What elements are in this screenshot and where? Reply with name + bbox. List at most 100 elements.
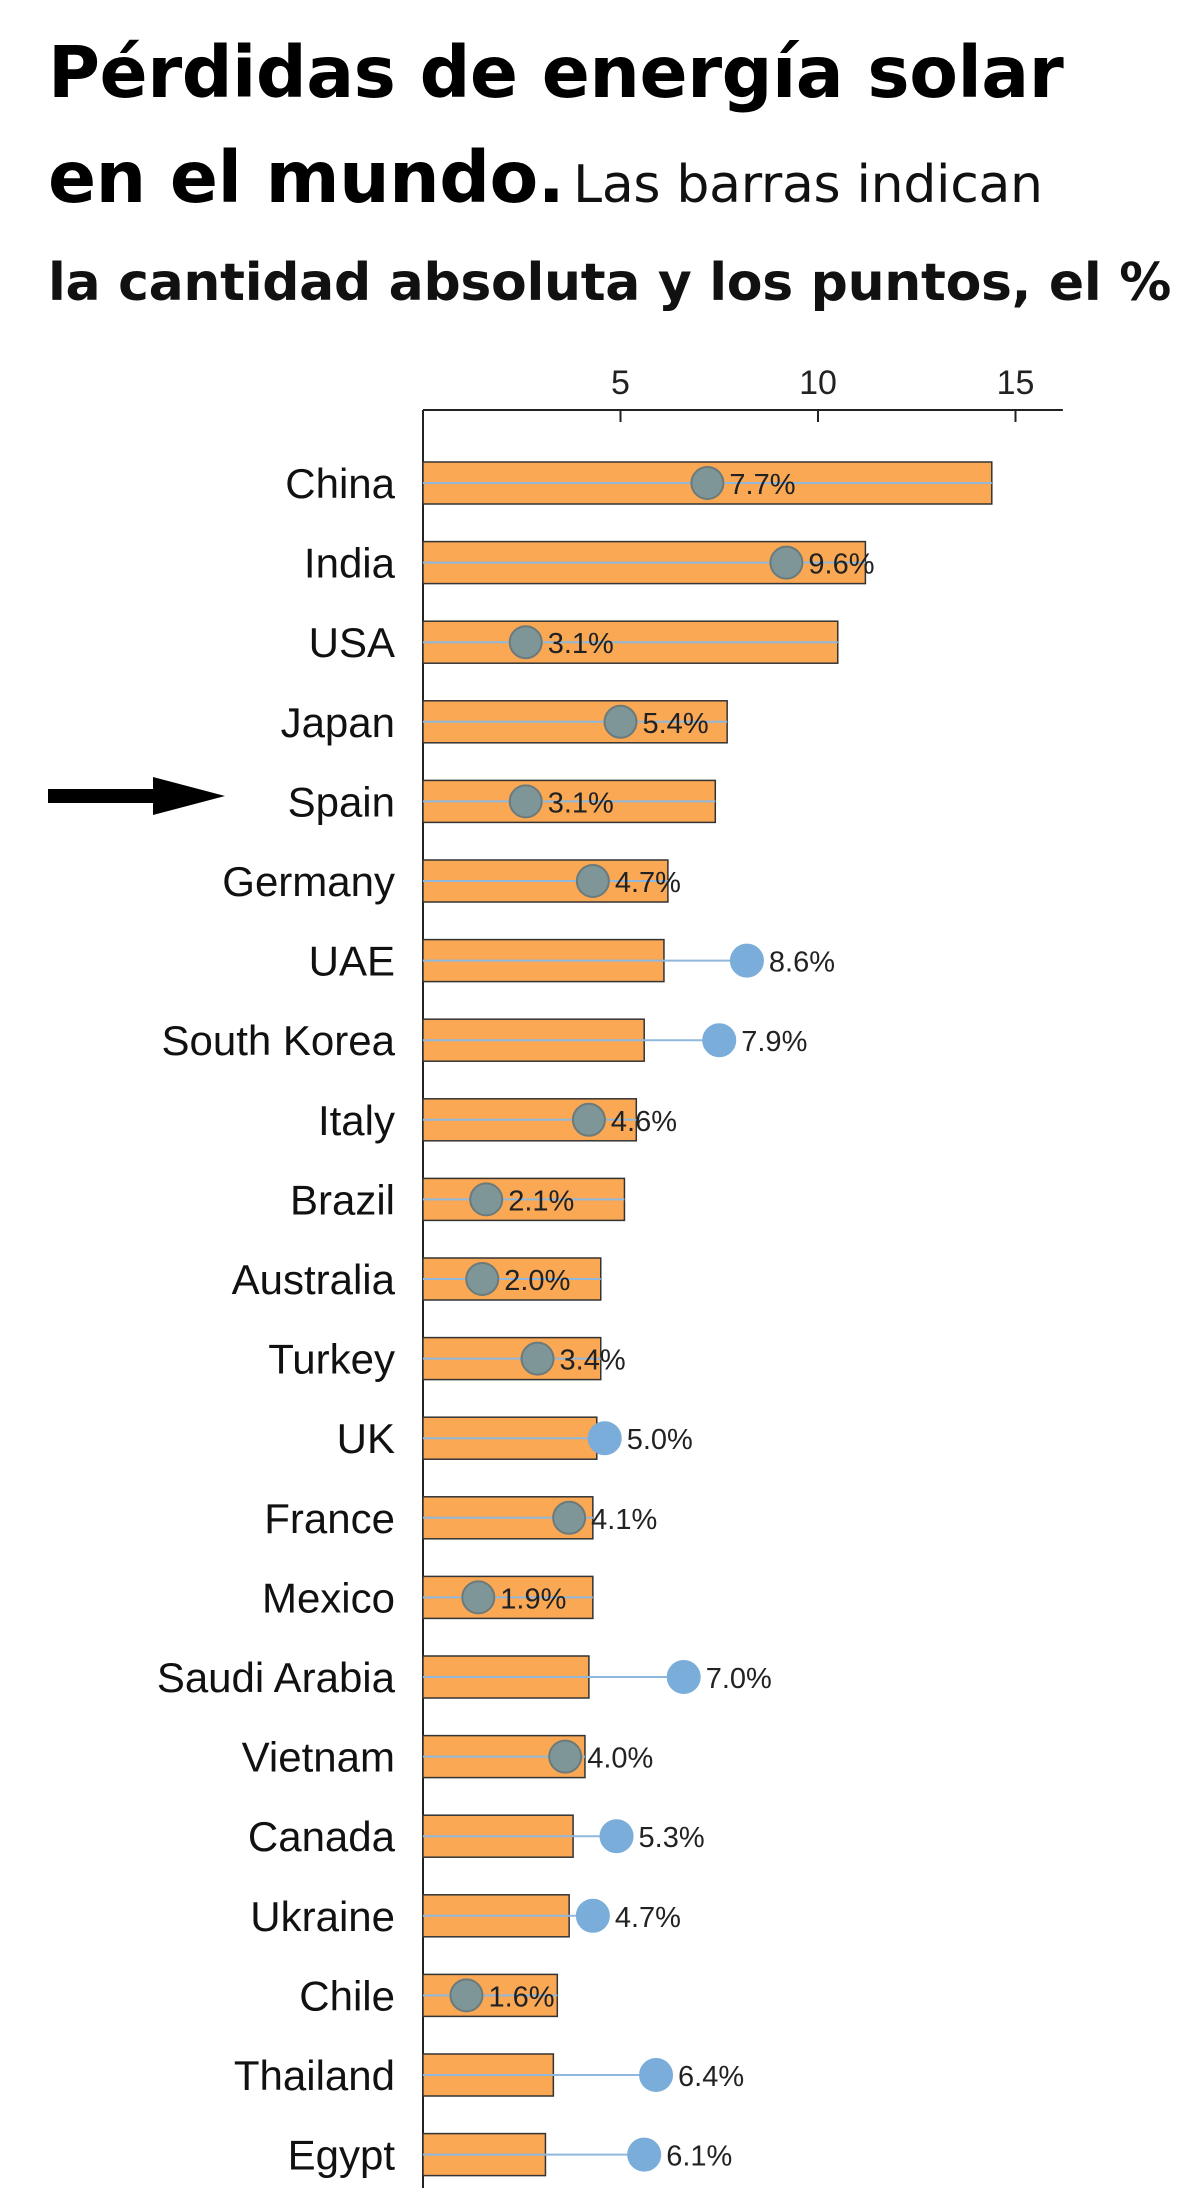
percent-dot: [465, 1262, 500, 1296]
percent-dot: [508, 784, 543, 819]
category-label: South Korea: [161, 1017, 395, 1064]
chart-row: Turkey 3.4%: [268, 1336, 625, 1383]
percent-label: 4.0%: [587, 1743, 653, 1775]
chart-row: Thailand 6.4%: [234, 2052, 744, 2099]
chart-row: France 4.1%: [264, 1495, 657, 1542]
chart-row: UK 5.0%: [337, 1415, 693, 1462]
chart-subtitle-part2: la cantidad absoluta y los puntos, el %: [48, 253, 1172, 313]
category-label: Turkey: [268, 1336, 395, 1383]
percent-label: 5.4%: [643, 708, 709, 740]
chart-subtitle-part1: Las barras indican: [573, 155, 1043, 215]
chart-row: Chile 1.6%: [299, 1972, 559, 2019]
chart-row: Saudi Arabia 7.0%: [157, 1654, 772, 1701]
category-label: Japan: [281, 699, 395, 746]
percent-label: 3.1%: [548, 787, 614, 819]
percent-dot: [599, 1819, 634, 1854]
chart-heading: Pérdidas de energía solar en el mundo. L…: [48, 14, 1178, 329]
chart-row: India 9.6%: [304, 540, 875, 587]
percent-label: 5.0%: [627, 1424, 693, 1456]
x-tick-label: 10: [799, 364, 837, 402]
category-label: Thailand: [234, 2052, 395, 2099]
chart-row: UAE 8.6%: [309, 938, 835, 985]
percent-dot: [449, 1978, 484, 2013]
percent-dot: [702, 1023, 737, 1058]
category-label: Egypt: [288, 2132, 396, 2179]
chart-row: Vietnam 4.0%: [242, 1734, 654, 1781]
percent-dot: [639, 2058, 674, 2092]
percent-label: 5.3%: [639, 1822, 705, 1854]
chart-row: Germany 4.7%: [222, 858, 681, 905]
chart-row: Ukraine 4.7%: [250, 1893, 681, 1940]
chart-row: China 7.7%: [285, 460, 993, 507]
percent-dot: [548, 1739, 583, 1774]
percent-dot: [552, 1500, 587, 1535]
percent-dot: [769, 545, 804, 580]
percent-label: 2.0%: [504, 1265, 570, 1297]
chart-row: USA 3.1%: [309, 619, 839, 666]
chart-row: Italy 4.6%: [318, 1097, 677, 1144]
chart-row: Canada 5.3%: [248, 1813, 705, 1860]
chart-row: Brazil 2.1%: [290, 1176, 626, 1223]
percent-label: 4.6%: [611, 1106, 677, 1138]
percent-label: 4.7%: [615, 1902, 681, 1934]
category-label: France: [264, 1495, 395, 1542]
percent-label: 3.4%: [560, 1345, 626, 1377]
percent-label: 7.9%: [741, 1026, 807, 1058]
category-label: India: [304, 540, 396, 587]
category-label: Canada: [248, 1813, 396, 1860]
percent-dot: [571, 1102, 606, 1137]
category-label: Australia: [232, 1256, 396, 1303]
category-label: China: [285, 460, 395, 507]
category-label: UK: [337, 1415, 395, 1462]
percent-dot: [666, 1660, 701, 1694]
percent-label: 7.7%: [729, 469, 795, 501]
percent-label: 3.1%: [548, 628, 614, 660]
category-label: Italy: [318, 1097, 395, 1144]
chart-row: Mexico 1.9%: [262, 1574, 594, 1621]
percent-dot: [627, 2137, 662, 2172]
percent-label: 7.0%: [706, 1663, 772, 1695]
percent-label: 6.4%: [678, 2061, 744, 2093]
category-label: Mexico: [262, 1574, 395, 1621]
bar-chart: 5 10 15 China 7.7% India 9.6% USA 3.1% Japan 5.4%…: [157, 364, 1063, 2188]
chart-title-line2: en el mundo.: [48, 136, 565, 219]
percent-dot: [575, 864, 610, 898]
percent-label: 1.6%: [488, 1981, 554, 2013]
percent-dot: [587, 1421, 622, 1456]
percent-dot: [469, 1182, 504, 1217]
category-label: USA: [309, 619, 395, 666]
chart-row: Spain 3.1%: [288, 778, 717, 825]
category-label: Ukraine: [250, 1893, 395, 1940]
percent-label: 4.7%: [615, 867, 681, 899]
percent-dot: [729, 943, 764, 978]
chart-rows: China 7.7% India 9.6% USA 3.1% Japan 5.4% Spain 3…: [157, 460, 993, 2179]
percent-dot: [603, 704, 638, 739]
percent-label: 2.1%: [508, 1185, 574, 1217]
chart-row: Australia 2.0%: [232, 1256, 602, 1303]
percent-dot: [690, 466, 725, 500]
chart-row: Japan 5.4%: [281, 699, 728, 746]
category-label: Spain: [288, 778, 395, 825]
category-label: Brazil: [290, 1176, 395, 1223]
percent-label: 9.6%: [808, 549, 874, 581]
category-label: Chile: [299, 1972, 395, 2019]
chart-row: Egypt 6.1%: [288, 2132, 733, 2179]
percent-dot: [575, 1898, 610, 1933]
percent-label: 8.6%: [769, 947, 835, 979]
category-label: Vietnam: [242, 1734, 395, 1781]
category-label: UAE: [309, 938, 395, 985]
percent-dot: [520, 1341, 555, 1376]
percent-label: 1.9%: [500, 1583, 566, 1615]
highlight-arrow-icon: [48, 777, 225, 815]
percent-label: 4.1%: [591, 1504, 657, 1536]
percent-label: 6.1%: [666, 2141, 732, 2173]
percent-dot: [461, 1580, 496, 1615]
x-tick-label: 15: [997, 364, 1035, 402]
chart-row: South Korea 7.9%: [161, 1017, 807, 1064]
category-label: Saudi Arabia: [157, 1654, 396, 1701]
chart-title-line1: Pérdidas de energía solar: [48, 31, 1064, 114]
x-tick-label: 5: [611, 364, 630, 402]
chart-title-line2-row: en el mundo. Las barras indican: [48, 132, 1178, 237]
percent-dot: [508, 625, 543, 660]
category-label: Germany: [222, 858, 395, 905]
